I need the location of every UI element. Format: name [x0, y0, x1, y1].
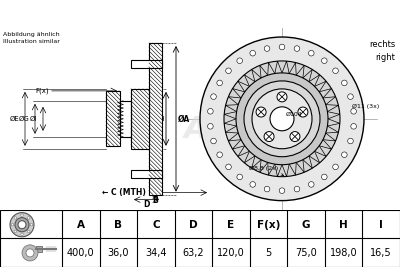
Text: 63,2: 63,2	[183, 248, 204, 258]
Text: 400,0: 400,0	[67, 248, 94, 258]
Circle shape	[208, 124, 213, 129]
Text: Ø11 (3x): Ø11 (3x)	[352, 104, 379, 109]
Circle shape	[226, 164, 231, 170]
Text: 198,0: 198,0	[330, 248, 358, 258]
Text: 36,0: 36,0	[108, 248, 129, 258]
Circle shape	[250, 182, 256, 187]
Text: rechts
right: rechts right	[369, 40, 395, 61]
Text: D: D	[143, 200, 150, 209]
Bar	[131, 170, 162, 178]
Text: ATE: ATE	[184, 115, 246, 144]
Text: F(x): F(x)	[257, 220, 280, 230]
Circle shape	[333, 68, 338, 73]
Text: Abbildung ähnlich
Illustration similar: Abbildung ähnlich Illustration similar	[3, 32, 60, 44]
Bar	[131, 89, 149, 149]
Circle shape	[277, 92, 287, 102]
Circle shape	[244, 81, 320, 157]
Text: B: B	[114, 220, 122, 230]
Bar	[106, 91, 120, 146]
Circle shape	[26, 249, 34, 257]
Circle shape	[342, 152, 347, 158]
Circle shape	[217, 152, 222, 158]
Circle shape	[250, 50, 256, 56]
Text: Ø8,8 (2x): Ø8,8 (2x)	[249, 166, 284, 176]
Circle shape	[351, 108, 356, 114]
Circle shape	[264, 186, 270, 192]
Circle shape	[256, 107, 266, 117]
Circle shape	[226, 68, 231, 73]
Text: E: E	[228, 220, 234, 230]
Circle shape	[322, 58, 327, 64]
Text: A: A	[77, 220, 85, 230]
Circle shape	[21, 214, 23, 216]
Text: 34,4: 34,4	[145, 248, 167, 258]
Text: B: B	[153, 196, 158, 205]
Text: 16,5: 16,5	[370, 248, 392, 258]
Circle shape	[322, 174, 327, 180]
Circle shape	[279, 44, 285, 50]
Circle shape	[270, 107, 294, 131]
Circle shape	[308, 50, 314, 56]
Circle shape	[11, 223, 14, 226]
Bar	[36, 246, 42, 252]
Text: ØE: ØE	[9, 116, 19, 122]
Circle shape	[264, 46, 270, 51]
Circle shape	[10, 213, 34, 237]
Circle shape	[264, 132, 274, 142]
Bar	[131, 60, 162, 68]
Circle shape	[224, 61, 340, 177]
Bar	[149, 43, 162, 195]
Circle shape	[21, 233, 23, 235]
Bar	[118, 101, 131, 137]
Circle shape	[14, 217, 16, 219]
Circle shape	[200, 37, 364, 201]
Text: 120,0: 120,0	[217, 248, 245, 258]
Circle shape	[22, 245, 38, 261]
Circle shape	[28, 230, 30, 233]
Circle shape	[208, 108, 213, 114]
Circle shape	[28, 217, 30, 219]
Circle shape	[298, 107, 308, 117]
Circle shape	[351, 124, 356, 129]
Text: D: D	[189, 220, 198, 230]
Text: ØH: ØH	[154, 116, 165, 122]
Circle shape	[237, 58, 242, 64]
Text: C: C	[152, 220, 160, 230]
Circle shape	[30, 223, 33, 226]
Circle shape	[211, 94, 216, 99]
Circle shape	[15, 218, 29, 232]
Circle shape	[252, 89, 312, 149]
Circle shape	[18, 221, 26, 229]
Circle shape	[211, 138, 216, 144]
Circle shape	[217, 80, 222, 86]
Text: G: G	[302, 220, 310, 230]
Circle shape	[14, 230, 16, 233]
Circle shape	[342, 80, 347, 86]
Text: ØA: ØA	[178, 114, 190, 123]
Text: ØI: ØI	[30, 116, 37, 122]
Text: 5: 5	[266, 248, 272, 258]
Circle shape	[333, 164, 338, 170]
Circle shape	[348, 94, 353, 99]
Circle shape	[294, 186, 300, 192]
Circle shape	[294, 46, 300, 51]
Circle shape	[308, 182, 314, 187]
Text: 436125: 436125	[287, 6, 353, 22]
Text: F(x): F(x)	[35, 88, 49, 94]
Circle shape	[237, 174, 242, 180]
Text: 24.0136-0125.2: 24.0136-0125.2	[99, 6, 241, 22]
Text: H: H	[339, 220, 348, 230]
Circle shape	[290, 132, 300, 142]
Text: ØG: ØG	[18, 116, 29, 122]
Circle shape	[279, 188, 285, 193]
Text: ← C (MTH): ← C (MTH)	[102, 188, 146, 197]
Circle shape	[348, 138, 353, 144]
Circle shape	[236, 73, 328, 165]
Text: Ø104: Ø104	[286, 112, 303, 117]
Text: 75,0: 75,0	[295, 248, 317, 258]
Text: I: I	[379, 220, 383, 230]
